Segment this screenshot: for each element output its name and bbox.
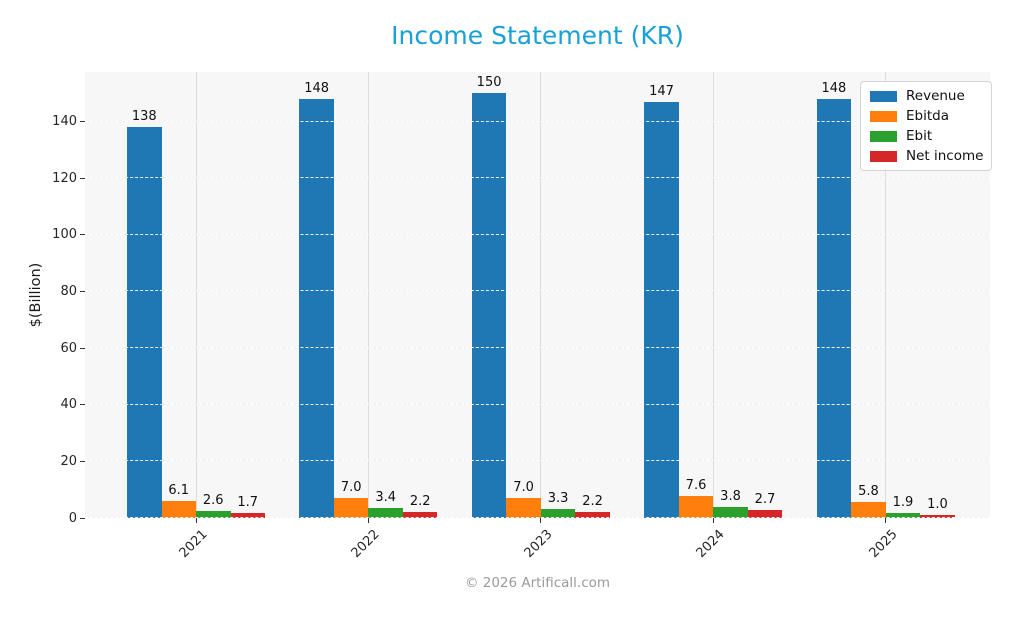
x-gridline: [540, 72, 542, 518]
bar-net-income-2025: [920, 515, 955, 518]
legend-label: Net income: [906, 148, 984, 164]
bar-value-label: 2.6: [202, 492, 224, 508]
bar-value-label: 3.3: [547, 490, 569, 506]
bar-ebitda-2025: [851, 501, 886, 518]
bar-ebit-2023: [540, 508, 576, 518]
x-tick-mark: [885, 518, 887, 523]
y-tick-mark: [80, 460, 85, 462]
bar-value-label: 1.9: [892, 494, 914, 510]
x-gridline: [885, 72, 887, 518]
bar-value-label: 1.7: [237, 495, 259, 511]
y-tick-label: 80: [60, 283, 77, 299]
y-gridline: [85, 120, 990, 122]
y-tick-mark: [80, 404, 85, 406]
y-tick-label: 120: [52, 170, 77, 186]
x-tick-mark: [195, 518, 197, 523]
bar-ebitda-2024: [678, 496, 714, 518]
y-tick-label: 20: [60, 453, 77, 469]
legend-item: Revenue: [870, 88, 982, 104]
y-gridline: [85, 347, 990, 349]
y-tick-mark: [80, 234, 85, 236]
x-tick-label: 2022: [349, 527, 384, 562]
bar-value-label: 3.8: [720, 489, 741, 505]
y-tick-label: 60: [60, 340, 77, 356]
y-tick-mark: [80, 177, 85, 179]
footer-credit: © 2026 Artificall.com: [464, 575, 611, 591]
y-gridline: [85, 460, 990, 462]
y-gridline: [85, 177, 990, 179]
legend-item: Ebit: [870, 128, 982, 144]
bar-value-label: 6.1: [168, 482, 190, 498]
y-tick-mark: [80, 347, 85, 349]
bar-revenue-2022: [299, 98, 334, 518]
x-tick-label: 2025: [866, 527, 901, 562]
x-tick-label: 2023: [521, 527, 556, 562]
bar-net-income-2023: [575, 511, 610, 518]
y-tick-label: 100: [52, 227, 77, 243]
bar-value-label: 1.0: [927, 497, 948, 513]
plot-area: 138 148 150 147 148 6.1 7.0 7.0 7.6 5.8 2.6 3.4 3.3 3…: [52, 72, 990, 561]
legend-label: Ebit: [906, 128, 933, 144]
bar-ebit-2024: [713, 507, 748, 518]
x-tick-mark: [540, 518, 542, 523]
x-tick-label: 2024: [693, 527, 728, 562]
legend-swatch-ebit: [870, 130, 897, 142]
bar-value-label: 7.0: [513, 480, 534, 496]
legend-label: Ebitda: [906, 108, 949, 124]
y-tick-label: 40: [60, 397, 77, 413]
y-gridline: [85, 517, 990, 518]
bar-value-label: 148: [304, 80, 330, 96]
bar-revenue-2021: [127, 127, 162, 518]
y-gridline: [85, 403, 990, 405]
chart-title: Income Statement (KR): [391, 21, 684, 50]
x-gridline: [367, 72, 369, 518]
x-gridline: [712, 72, 714, 518]
bar-value-label: 7.0: [340, 480, 362, 496]
legend-swatch-ebitda: [870, 110, 897, 122]
bar-value-label: 3.4: [375, 490, 397, 506]
x-gridline: [195, 72, 197, 518]
bar-value-label: 2.2: [582, 493, 603, 509]
x-tick-mark: [712, 518, 714, 523]
bar-revenue-2024: [644, 101, 679, 518]
legend-item: Ebitda: [870, 108, 982, 124]
bar-value-label: 148: [821, 80, 847, 96]
y-tick-label: 140: [52, 114, 77, 130]
y-gridline: [85, 290, 990, 292]
y-tick-label: 0: [68, 510, 77, 526]
y-tick-mark: [80, 290, 85, 292]
bar-value-label: 147: [649, 83, 674, 99]
bar-net-income-2021: [230, 513, 265, 518]
bar-ebit-2021: [196, 510, 231, 518]
bar-net-income-2022: [402, 511, 438, 518]
x-tick-mark: [367, 518, 369, 523]
bar-value-label: 150: [476, 75, 502, 91]
bar-value-label: 7.6: [685, 478, 707, 494]
legend-label: Revenue: [906, 88, 965, 104]
x-tick-label: 2021: [176, 527, 211, 562]
bar-ebitda-2022: [333, 498, 369, 518]
bar-value-label: 2.7: [754, 492, 776, 508]
bar-value-label: 2.2: [409, 493, 431, 509]
bar-ebitda-2023: [506, 498, 541, 518]
legend-item: Net income: [870, 148, 984, 164]
legend: Revenue Ebitda Ebit Net income: [860, 81, 992, 171]
bar-value-label: 5.8: [858, 483, 879, 499]
y-tick-mark: [80, 517, 85, 519]
bar-value-label: 138: [131, 109, 157, 125]
legend-swatch-revenue: [870, 90, 897, 102]
bar-revenue-2023: [471, 93, 507, 518]
bar-ebit-2025: [885, 512, 921, 518]
y-tick-mark: [80, 121, 85, 123]
y-gridline: [85, 233, 990, 235]
bar-ebit-2022: [368, 508, 403, 518]
bar-ebitda-2021: [161, 500, 196, 518]
bar-net-income-2024: [747, 510, 783, 518]
legend-swatch-net-income: [870, 150, 897, 162]
bar-revenue-2025: [816, 98, 852, 518]
